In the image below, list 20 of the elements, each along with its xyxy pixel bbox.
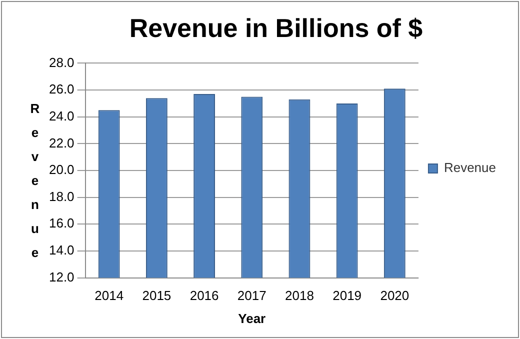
y-tick-label: 12.0 <box>48 269 74 284</box>
x-tick-label: 2018 <box>285 288 314 304</box>
y-tick-label: 14.0 <box>48 242 74 258</box>
y-tick-label: 18.0 <box>48 188 74 204</box>
chart-title: Revenue in Billions of $ <box>129 12 424 43</box>
y-tick-label: 28.0 <box>48 54 74 70</box>
x-tick-label: 2014 <box>94 288 124 304</box>
y-tick-label: 26.0 <box>48 82 74 97</box>
x-tick-label: 2020 <box>380 288 410 304</box>
y-tick-label: 16.0 <box>48 216 74 231</box>
x-tick-label: 2019 <box>332 288 362 304</box>
legend-label: Revenue <box>444 160 496 176</box>
x-tick-label: 2015 <box>142 288 172 304</box>
y-axis-title: Revenue <box>29 100 41 262</box>
x-tick-label: 2017 <box>237 288 266 304</box>
x-axis-title: Year <box>238 310 266 326</box>
y-tick-label: 20.0 <box>48 162 74 178</box>
y-tick-label: 24.0 <box>48 108 74 124</box>
x-tick-label: 2016 <box>190 288 219 304</box>
y-tick-label: 22.0 <box>48 135 74 150</box>
